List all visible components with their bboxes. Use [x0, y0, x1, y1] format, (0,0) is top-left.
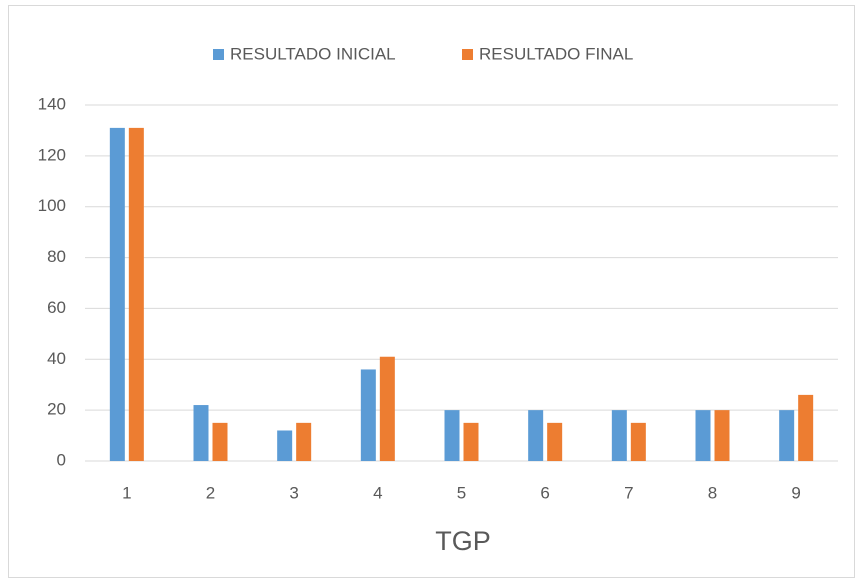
x-tick-label: 3: [289, 483, 298, 502]
bar: [109, 127, 125, 461]
y-tick-label: 0: [57, 450, 66, 469]
bar: [695, 410, 711, 461]
x-tick-label: 9: [791, 483, 800, 502]
bar: [360, 369, 376, 461]
bar: [611, 410, 627, 461]
bar: [463, 422, 479, 461]
bar: [779, 410, 795, 461]
bar: [528, 410, 544, 461]
y-tick-label: 20: [47, 400, 66, 419]
x-tick-label: 2: [206, 483, 215, 502]
bar: [277, 430, 293, 461]
legend-swatch: [213, 49, 224, 60]
bar: [798, 394, 814, 461]
bar: [212, 422, 228, 461]
y-tick-label: 120: [38, 145, 66, 164]
chart-border: [8, 5, 855, 578]
x-tick-label: 6: [540, 483, 549, 502]
x-tick-label: 8: [708, 483, 717, 502]
bar: [547, 422, 563, 461]
x-tick-label: 7: [624, 483, 633, 502]
bar: [444, 410, 460, 461]
y-tick-label: 140: [38, 94, 66, 113]
x-tick-label: 5: [457, 483, 466, 502]
bar: [193, 405, 209, 461]
y-tick-label: 40: [47, 349, 66, 368]
bar: [630, 422, 646, 461]
y-tick-label: 80: [47, 247, 66, 266]
legend-label: RESULTADO FINAL: [479, 44, 633, 63]
legend-swatch: [462, 49, 473, 60]
x-tick-label: 1: [122, 483, 131, 502]
bar: [714, 410, 730, 461]
y-tick-label: 100: [38, 196, 66, 215]
bar: [379, 356, 395, 461]
x-axis-label: TGP: [435, 526, 491, 556]
legend-label: RESULTADO INICIAL: [230, 44, 396, 63]
bar: [296, 422, 312, 461]
y-tick-label: 60: [47, 298, 66, 317]
bar: [128, 127, 144, 461]
x-tick-label: 4: [373, 483, 382, 502]
